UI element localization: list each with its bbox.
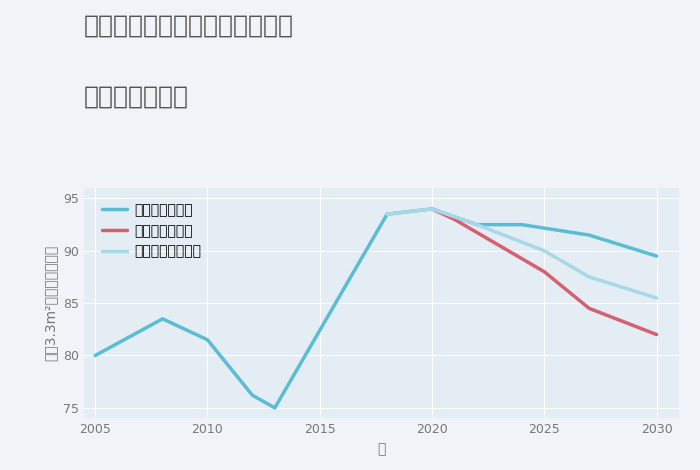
バッドシナリオ [540, 269, 549, 274]
グッドシナリオ [652, 253, 661, 259]
グッドシナリオ [91, 352, 99, 358]
Text: 愛知県名古屋市昭和区西畑町の: 愛知県名古屋市昭和区西畑町の [84, 14, 294, 38]
グッドシナリオ [271, 405, 279, 411]
ノーマルシナリオ [473, 222, 481, 227]
バッドシナリオ [585, 306, 594, 311]
グッドシナリオ [428, 206, 436, 212]
グッドシナリオ [203, 337, 211, 343]
Line: バッドシナリオ: バッドシナリオ [432, 209, 657, 335]
グッドシナリオ [383, 212, 391, 217]
ノーマルシナリオ [652, 295, 661, 301]
グッドシナリオ [248, 392, 257, 398]
グッドシナリオ [473, 222, 481, 227]
Line: グッドシナリオ: グッドシナリオ [95, 209, 657, 408]
グッドシナリオ [585, 232, 594, 238]
ノーマルシナリオ [428, 206, 436, 212]
ノーマルシナリオ [540, 248, 549, 254]
バッドシナリオ [652, 332, 661, 337]
Legend: グッドシナリオ, バッドシナリオ, ノーマルシナリオ: グッドシナリオ, バッドシナリオ, ノーマルシナリオ [97, 197, 207, 264]
X-axis label: 年: 年 [377, 442, 386, 456]
グッドシナリオ [517, 222, 526, 227]
バッドシナリオ [428, 206, 436, 212]
Text: 土地の価格推移: 土地の価格推移 [84, 85, 189, 109]
バッドシナリオ [450, 217, 459, 222]
Line: ノーマルシナリオ: ノーマルシナリオ [387, 209, 657, 298]
グッドシナリオ [158, 316, 167, 321]
Y-axis label: 坪（3.3m²）単価（万円）: 坪（3.3m²）単価（万円） [43, 245, 57, 361]
ノーマルシナリオ [585, 274, 594, 280]
ノーマルシナリオ [383, 212, 391, 217]
